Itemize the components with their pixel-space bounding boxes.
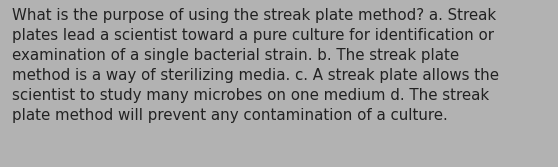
Text: What is the purpose of using the streak plate method? a. Streak
plates lead a sc: What is the purpose of using the streak … <box>12 8 499 123</box>
